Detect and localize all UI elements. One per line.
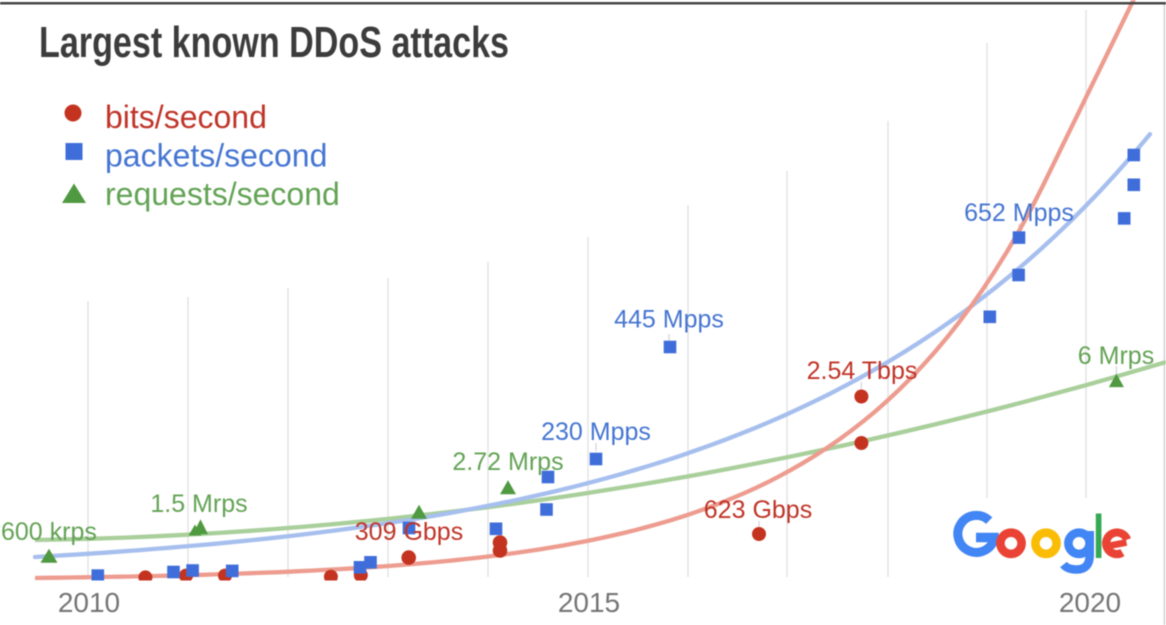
svg-text:2.54 Tbps: 2.54 Tbps (807, 357, 918, 385)
svg-text:445 Mpps: 445 Mpps (614, 306, 724, 334)
svg-text:600 krps: 600 krps (1, 518, 97, 546)
svg-text:6 Mrps: 6 Mrps (1078, 342, 1154, 370)
svg-text:2020: 2020 (1059, 587, 1121, 618)
svg-text:1.5 Mrps: 1.5 Mrps (150, 490, 247, 518)
svg-text:2015: 2015 (558, 587, 620, 618)
svg-text:requests/second: requests/second (105, 176, 340, 212)
svg-text:623 Gbps: 623 Gbps (704, 496, 812, 524)
svg-text:652 Mpps: 652 Mpps (964, 199, 1074, 227)
svg-text:2010: 2010 (58, 587, 120, 618)
svg-text:2.72 Mrps: 2.72 Mrps (452, 448, 563, 476)
svg-text:309 Gbps: 309 Gbps (355, 518, 463, 546)
svg-text:230 Mpps: 230 Mpps (541, 418, 651, 446)
svg-text:packets/second: packets/second (105, 138, 327, 174)
svg-text:Largest known DDoS attacks: Largest known DDoS attacks (39, 18, 509, 67)
svg-text:bits/second: bits/second (105, 99, 267, 135)
